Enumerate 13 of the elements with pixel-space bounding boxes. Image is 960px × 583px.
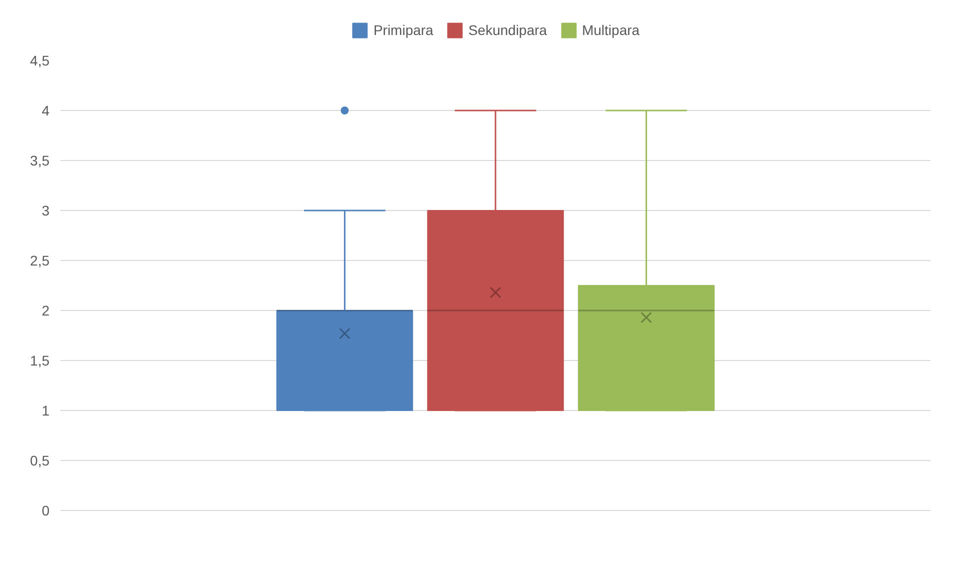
y-tick-label: 0 — [42, 502, 50, 518]
y-tick-label: 2,5 — [30, 252, 50, 268]
y-tick-label: 0,5 — [30, 452, 50, 468]
y-tick-label: 1 — [42, 402, 50, 418]
y-tick-label: 4 — [42, 102, 50, 118]
legend-label: Primipara — [373, 22, 434, 38]
legend-label: Multipara — [582, 22, 640, 38]
y-tick-label: 3 — [42, 202, 50, 218]
y-tick-label: 2 — [42, 302, 50, 318]
y-tick-label: 4,5 — [30, 52, 50, 68]
legend-label: Sekundipara — [468, 22, 547, 38]
y-tick-label: 3,5 — [30, 152, 50, 168]
y-tick-label: 1,5 — [30, 352, 50, 368]
